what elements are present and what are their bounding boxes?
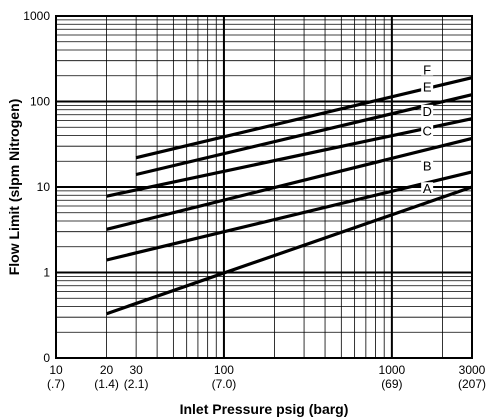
- y-tick-label: 100: [30, 95, 50, 109]
- series-lines: [106, 76, 473, 316]
- series-line-d: [106, 117, 473, 198]
- x-tick-sublabel: (1.4): [94, 377, 119, 391]
- series-label-bg-a: [421, 182, 434, 195]
- plot-frame: [55, 15, 473, 359]
- series-line-c: [106, 136, 473, 231]
- series-label-c: C: [422, 123, 431, 138]
- series-label-b: B: [423, 159, 432, 174]
- x-tick-sublabel: (2.1): [124, 377, 149, 391]
- series-label-d: D: [422, 104, 431, 119]
- series-line-b: [106, 170, 473, 262]
- series-label-f: F: [423, 63, 431, 78]
- series-label-bg-b: [421, 159, 434, 172]
- series-label-bg-d: [421, 104, 434, 117]
- series-label-e: E: [423, 79, 432, 94]
- series-label-a: A: [423, 181, 432, 196]
- y-tick-label: 1: [43, 266, 50, 280]
- series-line-a: [106, 185, 473, 316]
- series-line-e: [135, 93, 473, 177]
- x-tick-label: 10: [49, 363, 63, 377]
- x-tick-sublabel: (69): [381, 377, 402, 391]
- x-axis-title: Inlet Pressure psig (barg): [180, 401, 349, 417]
- x-tick-label: 30: [129, 363, 143, 377]
- y-axis-title: Flow Limit (slpm Nitrogen): [6, 99, 22, 276]
- series-label-bg-f: [421, 63, 434, 76]
- series-label-bg-e: [421, 80, 434, 93]
- y-tick-label: 10: [37, 180, 51, 194]
- y-tick-labels: 0 1 10 100 1000: [23, 9, 50, 365]
- x-tick-labels: 10(.7) 20(1.4) 30(2.1) 100(7.0) 1000(69) 3000…: [47, 363, 486, 391]
- x-tick-label: 1000: [379, 363, 406, 377]
- x-tick-sublabel: (7.0): [212, 377, 237, 391]
- x-tick-label: 100: [214, 363, 234, 377]
- series-line-f: [135, 76, 473, 160]
- x-tick-sublabel: (.7): [47, 377, 65, 391]
- x-tick-label: 3000: [459, 363, 486, 377]
- y-tick-label: 0: [43, 351, 50, 365]
- x-tick-label: 20: [100, 363, 114, 377]
- y-tick-label: 1000: [23, 9, 50, 23]
- series-label-bg-c: [421, 124, 434, 137]
- x-tick-sublabel: (207): [458, 377, 486, 391]
